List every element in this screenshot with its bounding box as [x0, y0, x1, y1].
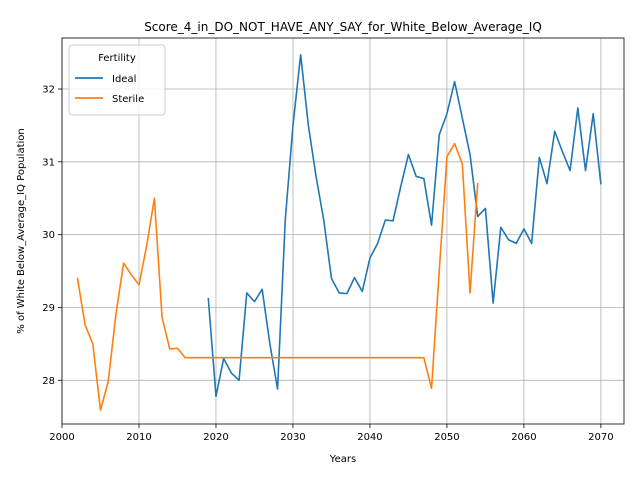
- y-tick-label: 32: [42, 84, 55, 95]
- x-tick-label: 2040: [357, 432, 382, 443]
- x-tick-label: 2020: [203, 432, 228, 443]
- x-tick-label: 2070: [588, 432, 613, 443]
- x-axis: 2000 2010 2020 2030 2040 2050 2060 2070: [49, 424, 614, 443]
- series-line-ideal: [207, 53, 602, 398]
- legend: Fertility Ideal Sterile: [68, 44, 166, 116]
- legend-label-sterile: Sterile: [112, 94, 144, 105]
- x-tick-label: 2000: [49, 432, 74, 443]
- y-tick-label: 28: [42, 376, 55, 387]
- y-tick-label: 29: [42, 303, 55, 314]
- x-tick-label: 2010: [126, 432, 151, 443]
- x-axis-label: Years: [329, 454, 356, 465]
- y-tick-label: 30: [42, 230, 55, 241]
- series-line-sterile: [76, 142, 479, 411]
- grid-lines: [61, 38, 624, 424]
- plot-frame: [61, 37, 625, 425]
- x-tick-label: 2030: [280, 432, 305, 443]
- y-axis-label: % of White Below_Average_IQ Population: [16, 128, 27, 333]
- chart-title: Score_4_in_DO_NOT_HAVE_ANY_SAY_for_White…: [144, 20, 542, 34]
- legend-label-ideal: Ideal: [112, 74, 136, 85]
- series-layer: [76, 53, 602, 411]
- x-tick-label: 2050: [434, 432, 459, 443]
- x-tick-label: 2060: [511, 432, 536, 443]
- y-axis: 28 29 30 31 32: [42, 84, 62, 387]
- legend-title: Fertility: [98, 53, 136, 64]
- y-tick-label: 31: [42, 157, 55, 168]
